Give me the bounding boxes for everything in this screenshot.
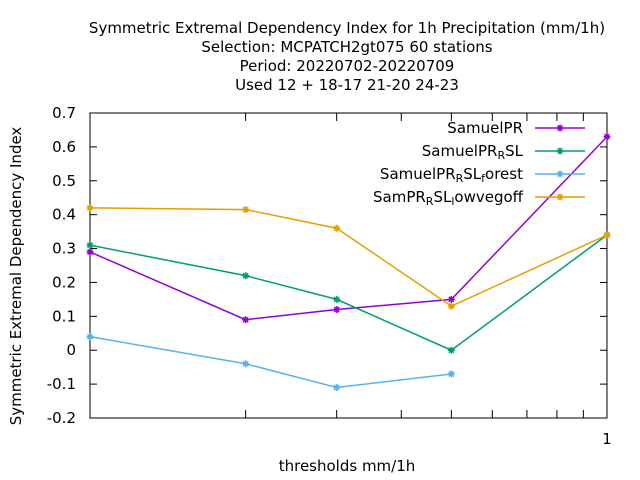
data-point: [557, 194, 563, 200]
series-layer: [86, 133, 611, 391]
plot-frame: [89, 112, 608, 419]
data-point: [87, 205, 93, 211]
chart-title: Symmetric Extremal Dependency Index for …: [89, 19, 605, 94]
data-point: [604, 232, 610, 238]
series-line: [89, 207, 608, 308]
data-point: [87, 249, 93, 255]
data-point: [334, 385, 339, 390]
data-point: [557, 148, 563, 154]
legend-entry-1: SamuelPR: [447, 119, 585, 137]
data-point: [243, 207, 248, 212]
legend-entry-4: SamPRRSLlowvegoff: [373, 188, 585, 208]
legend-entry-2: SamuelPRRSL: [422, 142, 585, 162]
title-line-4: Used 12 + 18-17 21-20 24-23: [235, 76, 459, 94]
y-tick-label: 0.5: [52, 172, 76, 190]
legend-label: SamuelPR: [447, 119, 523, 137]
data-point: [87, 242, 93, 248]
data-point: [449, 371, 454, 377]
y-tick-label: -0.2: [47, 409, 76, 427]
data-point: [334, 226, 339, 231]
data-point: [334, 297, 339, 302]
series-4: [86, 204, 611, 310]
series-1: [86, 133, 611, 324]
series-line: [89, 335, 452, 389]
x-axis-label: thresholds mm/1h: [279, 457, 416, 475]
data-point: [557, 125, 563, 131]
series-line: [89, 234, 608, 352]
y-tick-label: 0.4: [52, 206, 76, 224]
legend-label: SamuelPRRSL: [422, 142, 524, 162]
y-tick-label: 0.7: [52, 104, 76, 122]
data-point: [449, 303, 454, 309]
data-point: [243, 273, 248, 278]
x-axis: 1: [89, 113, 612, 448]
title-line-2: Selection: MCPATCH2gt075 60 stations: [201, 38, 492, 56]
y-tick-label: 0.2: [52, 273, 76, 291]
data-point: [87, 334, 93, 339]
title-line-1: Symmetric Extremal Dependency Index for …: [89, 19, 605, 37]
y-tick-label: 0.6: [52, 138, 76, 156]
y-tick-label: 0: [66, 341, 76, 359]
data-point: [557, 171, 563, 177]
legend: SamuelPR SamuelPRRSL SamuelPRRSLforest SamP…: [373, 119, 585, 208]
data-point: [243, 317, 248, 322]
data-point: [334, 307, 339, 312]
title-line-3: Period: 20220702-20220709: [240, 57, 455, 75]
data-point: [449, 348, 454, 353]
y-tick-label: 0.1: [52, 307, 76, 325]
y-tick-label: -0.1: [47, 375, 76, 393]
legend-entry-3: SamuelPRRSLforest: [380, 165, 585, 185]
data-point: [604, 134, 610, 139]
legend-label: SamuelPRRSLforest: [380, 165, 523, 185]
legend-label: SamPRRSLlowvegoff: [373, 188, 524, 208]
x-tick-label: 1: [602, 430, 612, 448]
series-2: [86, 231, 611, 354]
y-axis: -0.2 -0.1 0 0.1 0.2 0.3 0.4 0.5 0.6 0.7: [47, 104, 607, 427]
series-3: [86, 333, 455, 391]
plot-border: [89, 112, 608, 419]
y-tick-label: 0.3: [52, 240, 76, 258]
data-point: [449, 297, 454, 302]
y-axis-label: Symmetric Extremal Dependency Index: [7, 127, 25, 426]
data-point: [243, 361, 248, 366]
